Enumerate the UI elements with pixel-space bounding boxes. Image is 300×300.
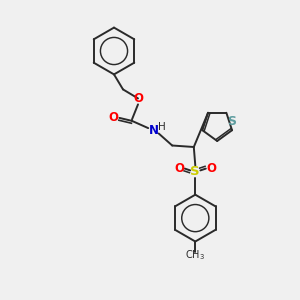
Text: O: O [108,111,118,124]
Text: CH$_3$: CH$_3$ [185,248,205,262]
Text: O: O [206,162,216,175]
Text: H: H [158,122,166,133]
Text: S: S [227,115,236,128]
Text: O: O [133,92,143,105]
Text: O: O [175,162,185,175]
Text: N: N [148,124,159,137]
Text: S: S [190,165,200,178]
